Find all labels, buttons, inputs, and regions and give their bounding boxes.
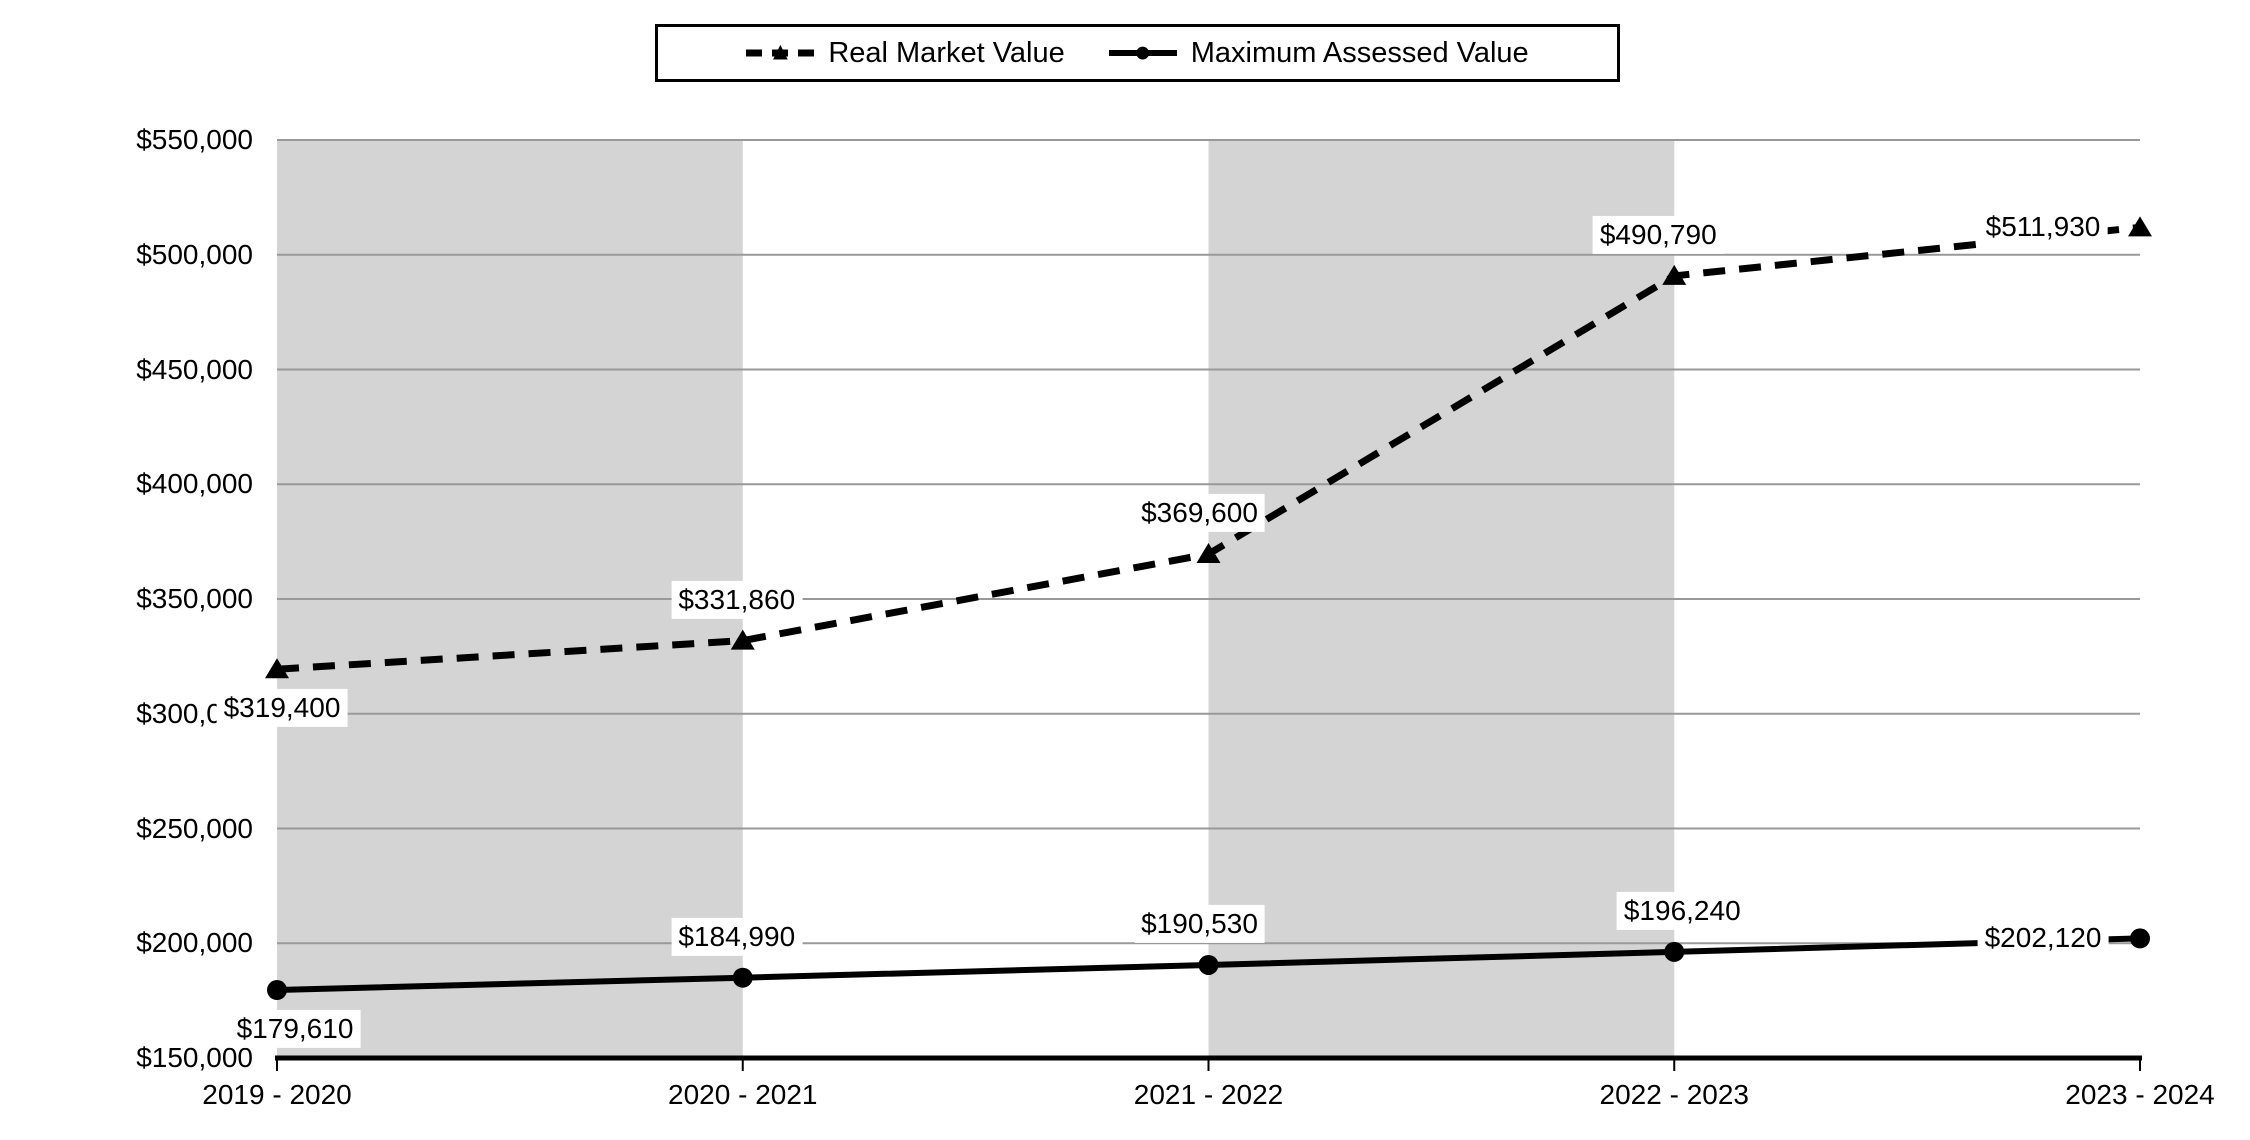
dashed-line-triangle-marker-icon: ▲ (746, 37, 815, 68)
circle-marker-icon: ● (1133, 35, 1152, 69)
circle-marker (1664, 941, 1685, 962)
y-axis-tick-label: $300,000 (136, 697, 253, 729)
triangle-marker (1662, 264, 1687, 285)
solid-line-sample (1108, 50, 1177, 56)
data-label: $319,400 (216, 689, 348, 728)
triangle-marker (730, 629, 755, 650)
y-axis-tick-label: $150,000 (136, 1042, 253, 1073)
circle-marker (2130, 928, 2150, 949)
data-label: $511,930 (1978, 208, 2108, 247)
x-axis-category-label: 2020 - 2021 (668, 1079, 818, 1110)
y-axis-tick-label: $500,000 (136, 238, 253, 270)
legend-item-maximum-assessed-value: ● Maximum Assessed Value (1108, 35, 1529, 69)
data-label: $184,990 (671, 917, 803, 956)
x-axis-category-label: 2023 - 2024 (2065, 1079, 2215, 1110)
data-label: $331,860 (671, 580, 803, 619)
y-axis-tick-label: $400,000 (136, 468, 253, 500)
data-label: $179,610 (229, 1009, 361, 1049)
triangle-marker (265, 658, 289, 679)
y-axis-tick-label: $550,000 (136, 124, 253, 155)
data-label: $202,120 (1977, 919, 2109, 958)
data-label: $196,240 (1616, 891, 1748, 930)
data-label: $190,530 (1134, 904, 1265, 944)
circle-marker (267, 980, 287, 1001)
solid-line-circle-marker-icon: ● (1108, 35, 1177, 69)
legend: ▲ Real Market Value ● Maximum Assessed V… (655, 24, 1620, 82)
legend-label-real-market-value: Real Market Value (828, 36, 1065, 69)
triangle-marker-icon: ▲ (767, 37, 793, 66)
dashed-line-sample (746, 49, 815, 57)
y-axis-tick-label: $250,000 (136, 812, 253, 844)
legend-item-real-market-value: ▲ Real Market Value (746, 36, 1065, 69)
data-label: $369,600 (1134, 493, 1265, 533)
x-axis-category-label: 2019 - 2020 (202, 1079, 352, 1110)
circle-marker (1198, 954, 1219, 975)
x-axis-category-label: 2021 - 2022 (1133, 1079, 1284, 1110)
y-axis-tick-label: $350,000 (136, 583, 253, 614)
y-axis-tick-label: $450,000 (136, 353, 253, 385)
legend-label-maximum-assessed-value: Maximum Assessed Value (1190, 36, 1529, 69)
triangle-marker (1196, 543, 1221, 564)
data-label: $490,790 (1592, 215, 1724, 254)
circle-marker (732, 967, 753, 988)
x-axis-category-label: 2022 - 2023 (1599, 1079, 1749, 1110)
y-axis-tick-label: $200,000 (136, 927, 253, 959)
triangle-marker (2128, 216, 2152, 237)
